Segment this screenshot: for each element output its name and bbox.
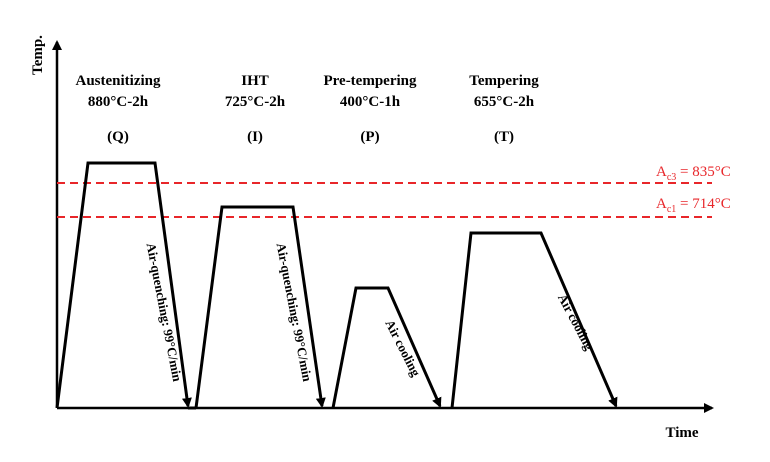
stage-code: (T) — [494, 129, 514, 145]
stage-condition: 725°C-2h — [225, 94, 286, 110]
stage-name: Tempering — [469, 73, 539, 89]
y-axis-label: Temp. — [30, 35, 46, 75]
cooling-label: Air-quenching: 99°C/min — [144, 242, 186, 384]
stage-name: IHT — [241, 73, 269, 89]
stage-name: Pre-tempering — [323, 73, 417, 89]
stage-condition: 880°C-2h — [88, 94, 149, 110]
stage-code: (I) — [247, 129, 263, 145]
value: = 714°C — [676, 196, 730, 212]
profile-q — [55, 161, 192, 409]
subscript: c3 — [667, 172, 676, 183]
profile-t — [450, 231, 618, 409]
symbol: A — [656, 196, 667, 212]
profiles — [55, 161, 618, 410]
stage-code: (Q) — [107, 129, 129, 145]
subscript: c1 — [667, 204, 676, 215]
stage-code: (P) — [360, 129, 379, 145]
value: = 835°C — [676, 164, 730, 180]
cooling-label: Air cooling — [555, 291, 597, 353]
cooling-label: Air cooling — [382, 317, 424, 379]
profile-i — [194, 205, 326, 409]
ac3-label: Ac3 = 835°C — [656, 164, 731, 183]
stage-condition: 655°C-2h — [474, 94, 535, 110]
stage-name: Austenitizing — [75, 73, 161, 89]
stage-condition: 400°C-1h — [340, 94, 401, 110]
x-axis-label: Time — [665, 425, 698, 441]
profile-p — [331, 286, 442, 409]
symbol: A — [656, 164, 667, 180]
ac1-label: Ac1 = 714°C — [656, 196, 731, 215]
